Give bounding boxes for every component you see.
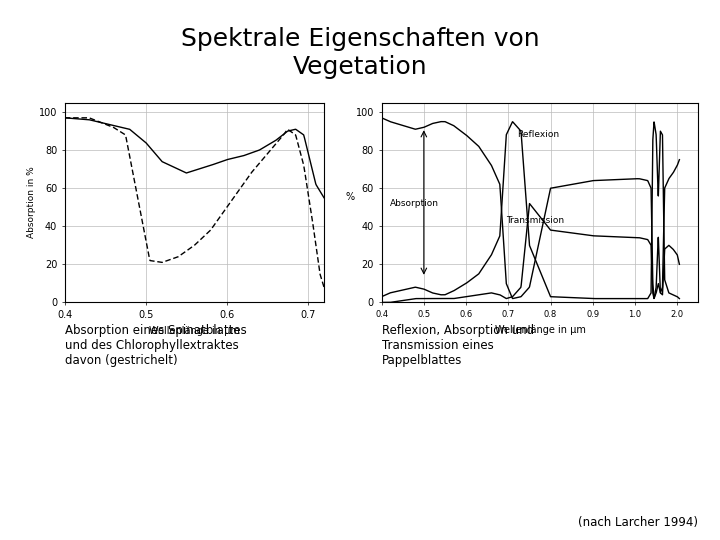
X-axis label: Wellenlänge in µm: Wellenlänge in µm xyxy=(149,326,240,335)
Text: Reflexion: Reflexion xyxy=(517,131,559,139)
Y-axis label: Absorption in %: Absorption in % xyxy=(27,167,36,238)
Text: Absorption: Absorption xyxy=(390,199,439,208)
Y-axis label: %: % xyxy=(346,192,354,202)
Text: (nach Larcher 1994): (nach Larcher 1994) xyxy=(578,516,698,529)
Text: Absorption eines Spinatblattes
und des Chlorophyllextraktes
davon (gestrichelt): Absorption eines Spinatblattes und des C… xyxy=(65,324,246,367)
Text: Reflexion, Absorption und
Transmission eines
Pappelblattes: Reflexion, Absorption und Transmission e… xyxy=(382,324,534,367)
Text: Transmission: Transmission xyxy=(506,216,564,225)
Text: Spektrale Eigenschaften von
Vegetation: Spektrale Eigenschaften von Vegetation xyxy=(181,27,539,79)
X-axis label: Wellenlänge in µm: Wellenlänge in µm xyxy=(495,325,585,335)
